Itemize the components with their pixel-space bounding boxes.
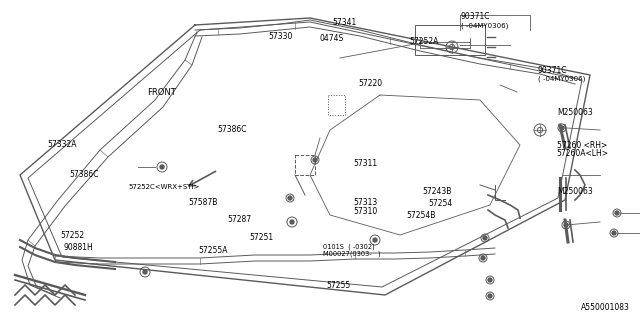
Text: 57252A: 57252A [410,37,439,46]
Circle shape [615,211,619,215]
Text: FRONT: FRONT [147,88,176,97]
Text: 57260 <RH>: 57260 <RH> [557,141,607,150]
Text: ( -04MY0306): ( -04MY0306) [461,22,508,29]
Text: 57310: 57310 [353,207,378,216]
Circle shape [564,223,568,227]
Circle shape [612,231,616,235]
Text: ( -04MY0306): ( -04MY0306) [538,75,585,82]
Text: A550001083: A550001083 [581,303,630,312]
Circle shape [488,278,492,282]
Circle shape [488,294,492,298]
Text: 57254: 57254 [429,199,453,208]
Text: 0101S  ( -0302): 0101S ( -0302) [323,244,375,250]
Circle shape [373,238,377,242]
Text: 57386C: 57386C [218,125,247,134]
Text: 57254B: 57254B [406,212,436,220]
Circle shape [560,126,564,130]
Text: 57260A<LH>: 57260A<LH> [557,149,609,158]
Text: 57251: 57251 [250,233,274,242]
Text: M00027(0303-   ): M00027(0303- ) [323,250,381,257]
Text: 57243B: 57243B [422,188,452,196]
Text: 57332A: 57332A [47,140,77,149]
Text: 90881H: 90881H [64,244,93,252]
Circle shape [290,220,294,224]
Circle shape [481,256,485,260]
Text: 90371C: 90371C [538,66,567,75]
Text: 0474S: 0474S [320,34,344,43]
Text: 90371C: 90371C [461,12,490,21]
Circle shape [288,196,292,200]
Text: 57220: 57220 [358,79,383,88]
Text: 57311: 57311 [353,159,378,168]
Circle shape [143,270,147,274]
Text: M250063: M250063 [557,108,593,116]
Text: 57341: 57341 [333,18,357,27]
Text: 57313: 57313 [353,198,378,207]
Circle shape [483,236,487,240]
Text: M250063: M250063 [557,188,593,196]
Text: 57252: 57252 [61,231,85,240]
Text: 57386C: 57386C [70,170,99,179]
Text: 57587B: 57587B [189,198,218,207]
Text: 57255: 57255 [326,281,351,290]
Text: 57330: 57330 [269,32,293,41]
Text: 57287: 57287 [227,215,252,224]
Text: 57252C<WRX+STI>: 57252C<WRX+STI> [128,184,200,190]
Text: 57255A: 57255A [198,246,228,255]
Circle shape [313,158,317,162]
Bar [415,25,485,55]
Circle shape [160,165,164,169]
